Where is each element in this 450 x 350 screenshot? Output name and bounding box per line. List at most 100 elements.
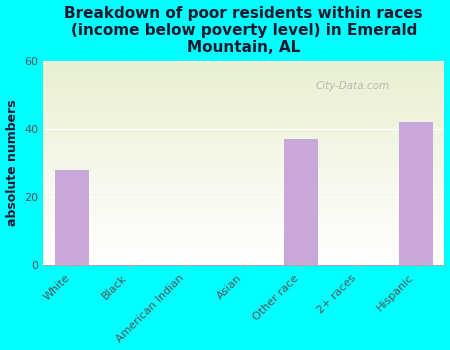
Bar <box>43 71 445 72</box>
Bar <box>43 205 445 206</box>
Bar <box>43 217 445 218</box>
Bar <box>43 155 445 156</box>
Bar <box>43 88 445 89</box>
Bar <box>43 244 445 245</box>
Bar <box>43 206 445 207</box>
Bar <box>43 234 445 235</box>
Bar <box>43 176 445 177</box>
Bar <box>43 87 445 88</box>
Bar <box>43 113 445 114</box>
Bar <box>43 264 445 265</box>
Bar <box>43 148 445 149</box>
Bar <box>43 91 445 92</box>
Bar <box>43 237 445 238</box>
Bar <box>43 174 445 175</box>
Bar <box>43 242 445 243</box>
Bar <box>43 123 445 124</box>
Bar <box>43 261 445 262</box>
Bar <box>43 114 445 115</box>
Bar <box>43 100 445 101</box>
Bar <box>43 203 445 204</box>
Bar <box>43 161 445 162</box>
Bar <box>43 86 445 87</box>
Bar <box>43 97 445 98</box>
Bar <box>43 157 445 158</box>
Bar <box>43 201 445 202</box>
Bar <box>43 233 445 234</box>
Bar <box>43 73 445 74</box>
Bar <box>43 69 445 70</box>
Bar <box>43 212 445 213</box>
Bar <box>43 225 445 226</box>
Bar <box>43 159 445 160</box>
Bar <box>43 105 445 106</box>
Bar <box>43 164 445 165</box>
Bar <box>43 85 445 86</box>
Bar <box>43 145 445 146</box>
Bar <box>43 107 445 108</box>
Bar <box>43 178 445 179</box>
Bar <box>43 199 445 200</box>
Bar <box>43 196 445 197</box>
Bar <box>43 180 445 181</box>
Bar <box>43 98 445 99</box>
Bar <box>43 82 445 83</box>
Bar <box>43 149 445 150</box>
Bar <box>43 248 445 249</box>
Bar <box>43 220 445 221</box>
Bar <box>43 256 445 257</box>
Bar <box>43 230 445 231</box>
Title: Breakdown of poor residents within races
(income below poverty level) in Emerald: Breakdown of poor residents within races… <box>64 6 423 55</box>
Bar <box>43 223 445 224</box>
Bar <box>43 208 445 209</box>
Y-axis label: absolute numbers: absolute numbers <box>5 100 18 226</box>
Bar <box>43 219 445 220</box>
Bar <box>43 122 445 123</box>
Bar <box>43 190 445 191</box>
Bar <box>43 171 445 172</box>
Bar <box>43 103 445 104</box>
Bar <box>43 240 445 241</box>
Bar <box>43 76 445 77</box>
Bar <box>43 183 445 184</box>
Bar <box>43 74 445 75</box>
Bar <box>284 139 318 265</box>
Bar <box>43 165 445 166</box>
Bar <box>43 202 445 203</box>
Bar <box>43 99 445 100</box>
Bar <box>43 186 445 187</box>
Bar <box>43 150 445 151</box>
Text: City-Data.com: City-Data.com <box>316 81 390 91</box>
Bar <box>43 125 445 126</box>
Bar <box>43 66 445 67</box>
Bar <box>43 260 445 261</box>
Bar <box>43 243 445 244</box>
Bar <box>43 251 445 252</box>
Bar <box>43 215 445 216</box>
Bar <box>43 158 445 159</box>
Bar <box>43 254 445 255</box>
Bar <box>43 65 445 66</box>
Bar <box>43 129 445 130</box>
Bar <box>43 94 445 95</box>
Bar <box>43 89 445 90</box>
Bar <box>43 263 445 264</box>
Bar <box>43 259 445 260</box>
Bar <box>43 210 445 211</box>
Bar <box>43 131 445 132</box>
Bar <box>43 249 445 250</box>
Bar <box>43 166 445 167</box>
Bar <box>43 221 445 222</box>
Bar <box>43 187 445 188</box>
Bar <box>43 81 445 82</box>
Bar <box>43 127 445 128</box>
Bar <box>43 96 445 97</box>
Bar <box>43 104 445 105</box>
Bar <box>43 141 445 142</box>
Bar <box>43 184 445 185</box>
Bar <box>399 122 433 265</box>
Bar <box>43 204 445 205</box>
Bar <box>43 189 445 190</box>
Bar <box>43 224 445 225</box>
Bar <box>43 262 445 263</box>
